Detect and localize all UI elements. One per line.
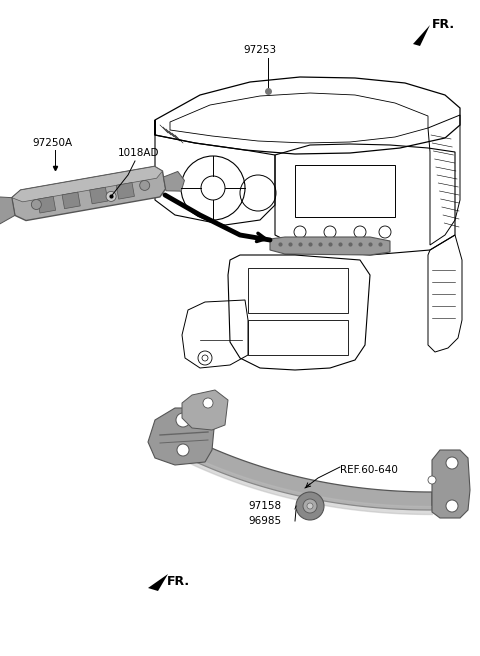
Polygon shape [12, 167, 162, 202]
Polygon shape [90, 187, 108, 204]
Polygon shape [62, 192, 80, 209]
Circle shape [446, 500, 458, 512]
Circle shape [140, 180, 150, 190]
Polygon shape [37, 196, 56, 213]
Text: 97158: 97158 [248, 501, 281, 511]
Polygon shape [148, 408, 215, 465]
Circle shape [31, 199, 41, 209]
Polygon shape [12, 167, 166, 220]
Polygon shape [413, 25, 430, 46]
Circle shape [428, 476, 436, 484]
Polygon shape [0, 197, 15, 224]
Circle shape [203, 398, 213, 408]
Polygon shape [175, 432, 432, 510]
Circle shape [177, 444, 189, 456]
Circle shape [106, 192, 116, 201]
Text: 1018AD: 1018AD [118, 148, 159, 158]
Polygon shape [116, 182, 134, 199]
Polygon shape [270, 237, 390, 255]
Bar [248, 320, 348, 355]
Text: FR.: FR. [432, 18, 455, 31]
Text: 97253: 97253 [243, 45, 276, 55]
Text: REF.60-640: REF.60-640 [340, 465, 398, 475]
Polygon shape [164, 171, 184, 191]
Circle shape [303, 499, 317, 513]
Circle shape [296, 492, 324, 520]
Text: FR.: FR. [167, 575, 190, 588]
Bar [248, 268, 348, 313]
Circle shape [307, 503, 313, 509]
Circle shape [446, 457, 458, 469]
Polygon shape [148, 574, 168, 591]
Text: 96985: 96985 [248, 516, 281, 526]
Polygon shape [432, 450, 470, 518]
Polygon shape [182, 390, 228, 430]
Circle shape [176, 413, 190, 427]
Text: 97250A: 97250A [32, 138, 72, 148]
Bar [295, 165, 395, 217]
